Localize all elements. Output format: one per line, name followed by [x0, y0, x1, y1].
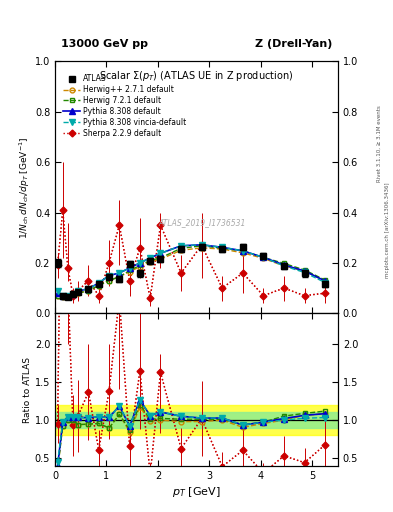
- Y-axis label: Ratio to ATLAS: Ratio to ATLAS: [23, 356, 32, 422]
- Text: ATLAS_2019_I1736531: ATLAS_2019_I1736531: [158, 218, 246, 227]
- Y-axis label: $1/N_{\rm ch}\,dN_{\rm ch}/dp_T\;[\mathrm{GeV}^{-1}]$: $1/N_{\rm ch}\,dN_{\rm ch}/dp_T\;[\mathr…: [18, 136, 32, 239]
- Text: Z (Drell-Yan): Z (Drell-Yan): [255, 38, 332, 49]
- Text: Rivet 3.1.10, ≥ 3.1M events: Rivet 3.1.10, ≥ 3.1M events: [377, 105, 382, 182]
- Text: 13000 GeV pp: 13000 GeV pp: [61, 38, 148, 49]
- X-axis label: $p_T$ [GeV]: $p_T$ [GeV]: [172, 485, 221, 499]
- Text: Scalar $\Sigma(p_T)$ (ATLAS UE in Z production): Scalar $\Sigma(p_T)$ (ATLAS UE in Z prod…: [99, 69, 294, 83]
- Text: mcplots.cern.ch [arXiv:1306.3436]: mcplots.cern.ch [arXiv:1306.3436]: [385, 183, 389, 278]
- Legend: ATLAS, Herwig++ 2.7.1 default, Herwig 7.2.1 default, Pythia 8.308 default, Pythi: ATLAS, Herwig++ 2.7.1 default, Herwig 7.…: [62, 73, 188, 139]
